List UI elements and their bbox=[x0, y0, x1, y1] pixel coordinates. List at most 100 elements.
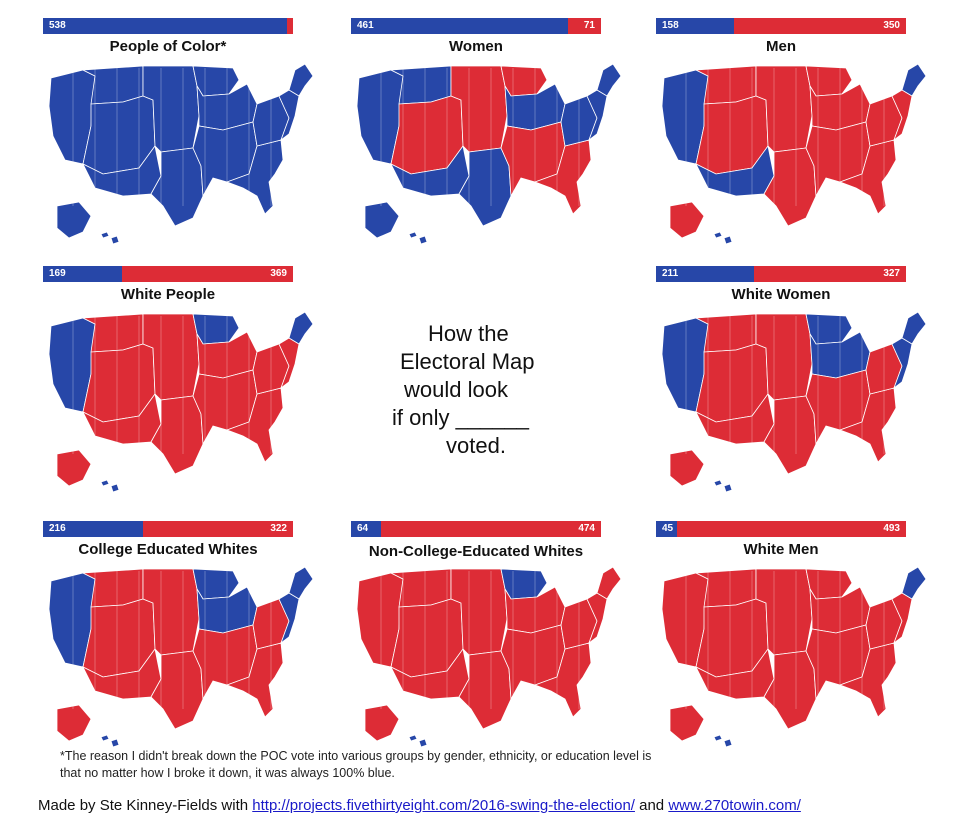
region-hawaii2 bbox=[418, 738, 428, 748]
map-panel-white-men: 45 493 White Men bbox=[656, 521, 926, 748]
region-northeast bbox=[901, 311, 926, 345]
rep-votes: 327 bbox=[754, 266, 906, 282]
credit-middle: and bbox=[634, 797, 669, 814]
footnote: *The reason I didn't break down the POC … bbox=[60, 749, 652, 780]
electoral-vote-bar: 538 bbox=[43, 18, 293, 34]
region-hawaii2 bbox=[110, 738, 120, 748]
map-panel-non-college-educated-whites: 64 474 Non-College-Educated Whites bbox=[351, 521, 621, 748]
region-hawaii2 bbox=[110, 235, 120, 245]
region-northeast bbox=[901, 566, 926, 600]
dem-votes: 216 bbox=[43, 521, 144, 537]
region-hawaii2 bbox=[723, 738, 733, 748]
map-panel-people-of-color: 538 People of Color* bbox=[43, 18, 313, 245]
region-alaska bbox=[364, 201, 400, 239]
dem-votes: 45 bbox=[656, 521, 677, 537]
electoral-vote-bar: 64 474 bbox=[351, 521, 601, 537]
map-title: White Women bbox=[731, 286, 831, 303]
region-northeast bbox=[288, 566, 313, 600]
caption-line: if only ______ bbox=[392, 405, 529, 430]
map-title: White Men bbox=[743, 541, 819, 558]
map-panel-women: 461 71 Women bbox=[351, 18, 621, 245]
region-texas bbox=[150, 147, 204, 227]
us-electoral-map bbox=[48, 63, 313, 245]
region-hawaii bbox=[100, 231, 110, 239]
map-title: Women bbox=[449, 38, 503, 55]
electoral-vote-bar: 461 71 bbox=[351, 18, 601, 34]
credit-line: Made by Ste Kinney-Fields with http://pr… bbox=[38, 797, 801, 814]
region-texas bbox=[763, 395, 817, 475]
caption-line: How the bbox=[428, 321, 509, 346]
region-texas bbox=[763, 650, 817, 730]
rep-votes: 71 bbox=[567, 18, 601, 34]
region-northeast bbox=[596, 566, 621, 600]
dem-votes: 169 bbox=[43, 266, 122, 282]
map-panel-white-women: 211 327 White Women bbox=[656, 266, 926, 493]
region-texas bbox=[458, 650, 512, 730]
region-northeast bbox=[901, 63, 926, 97]
map-title: People of Color* bbox=[109, 38, 227, 55]
region-northeast bbox=[288, 311, 313, 345]
us-electoral-map bbox=[356, 63, 621, 245]
region-alaska bbox=[56, 704, 92, 742]
region-hawaii bbox=[408, 734, 418, 742]
region-alaska bbox=[364, 704, 400, 742]
region-northeast bbox=[596, 63, 621, 97]
270towin-link[interactable]: www.270towin.com/ bbox=[668, 797, 801, 814]
electoral-vote-bar: 216 322 bbox=[43, 521, 293, 537]
us-electoral-map bbox=[661, 311, 926, 493]
map-panel-men: 158 350 Men bbox=[656, 18, 926, 245]
us-electoral-map bbox=[661, 566, 926, 748]
rep-votes: 322 bbox=[143, 521, 293, 537]
region-hawaii bbox=[713, 734, 723, 742]
region-texas bbox=[763, 147, 817, 227]
caption-line: would look bbox=[404, 377, 508, 402]
dem-votes: 64 bbox=[351, 521, 381, 537]
region-northeast bbox=[288, 63, 313, 97]
electoral-vote-bar: 158 350 bbox=[656, 18, 906, 34]
rep-votes: 474 bbox=[380, 521, 601, 537]
region-texas bbox=[458, 147, 512, 227]
region-hawaii2 bbox=[723, 483, 733, 493]
dem-votes: 461 bbox=[351, 18, 568, 34]
map-title: White People bbox=[120, 286, 216, 303]
region-hawaii bbox=[100, 734, 110, 742]
credit-prefix: Made by Ste Kinney-Fields with bbox=[38, 797, 253, 814]
region-hawaii bbox=[713, 479, 723, 487]
map-title: College Educated Whites bbox=[78, 541, 258, 558]
us-electoral-map bbox=[661, 63, 926, 245]
caption-line: Electoral Map bbox=[400, 349, 535, 374]
center-caption: How the Electoral Map would look if only… bbox=[380, 320, 580, 460]
region-hawaii2 bbox=[418, 235, 428, 245]
region-alaska bbox=[669, 704, 705, 742]
map-title: Men bbox=[766, 38, 796, 55]
us-electoral-map bbox=[356, 566, 621, 748]
region-hawaii bbox=[713, 231, 723, 239]
region-texas bbox=[150, 395, 204, 475]
region-hawaii2 bbox=[110, 483, 120, 493]
rep-votes: 369 bbox=[121, 266, 293, 282]
region-alaska bbox=[669, 201, 705, 239]
electoral-vote-bar: 45 493 bbox=[656, 521, 906, 537]
rep-votes: 493 bbox=[677, 521, 906, 537]
dem-votes: 158 bbox=[656, 18, 734, 34]
us-electoral-map bbox=[48, 566, 313, 748]
map-title: Non-College-Educated Whites bbox=[368, 543, 584, 560]
dem-votes: 211 bbox=[656, 266, 754, 282]
rep-votes: 350 bbox=[733, 18, 906, 34]
region-alaska bbox=[669, 449, 705, 487]
caption-line: voted. bbox=[446, 433, 506, 458]
region-texas bbox=[150, 650, 204, 730]
electoral-vote-bar: 169 369 bbox=[43, 266, 293, 282]
map-panel-college-educated-whites: 216 322 College Educated Whites bbox=[43, 521, 313, 748]
region-hawaii bbox=[408, 231, 418, 239]
electoral-vote-bar: 211 327 bbox=[656, 266, 906, 282]
region-alaska bbox=[56, 449, 92, 487]
map-panel-white-people: 169 369 White People bbox=[43, 266, 313, 493]
region-hawaii bbox=[100, 479, 110, 487]
rep-votes bbox=[287, 18, 293, 34]
region-alaska bbox=[56, 201, 92, 239]
dem-votes: 538 bbox=[43, 18, 287, 34]
fivethirtyeight-link[interactable]: http://projects.fivethirtyeight.com/2016… bbox=[252, 797, 635, 814]
region-hawaii2 bbox=[723, 235, 733, 245]
us-electoral-map bbox=[48, 311, 313, 493]
